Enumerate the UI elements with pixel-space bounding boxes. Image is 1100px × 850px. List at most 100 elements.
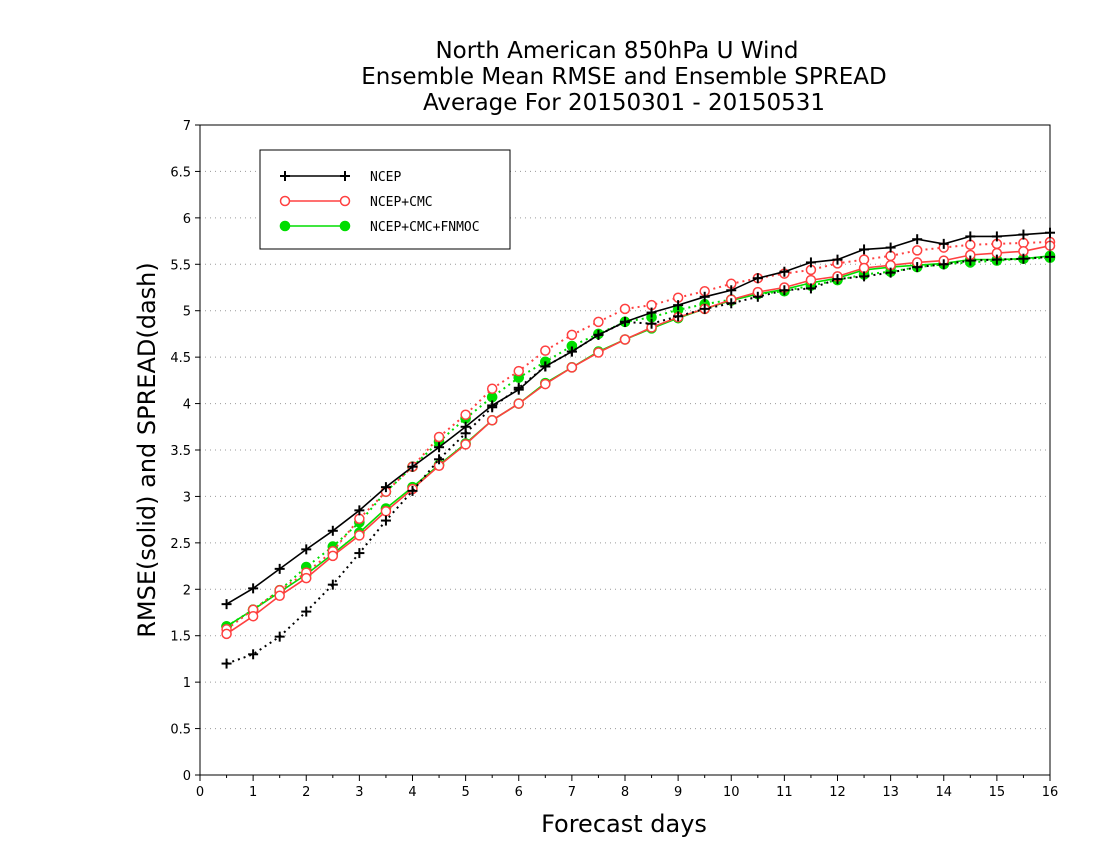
chart-title-line-1: North American 850hPa U Wind [435, 38, 798, 64]
ncep-cmc-rmse-point [354, 530, 365, 541]
ncep-cmc-rmse-point [274, 590, 285, 602]
x-tick-label: 13 [882, 785, 899, 800]
y-tick-label: 3 [183, 490, 191, 505]
ncep-rmse-point [460, 421, 471, 432]
ncep-rmse-point [991, 231, 1002, 242]
x-tick-label: 16 [1042, 785, 1059, 800]
ncep-cmc-spread-point [460, 409, 471, 420]
x-tick-label: 1 [249, 785, 257, 800]
ncep-spread-point [407, 485, 418, 496]
ncep-rmse-point [593, 329, 604, 340]
legend-marker [339, 220, 351, 232]
ncep-rmse-point [805, 257, 816, 268]
ncep-rmse-point [859, 244, 870, 255]
ncep-cmc-spread-point [566, 329, 578, 341]
ncep-spread-markers [221, 251, 1055, 669]
ncep-rmse-point [487, 400, 498, 411]
ncep-spread-point [699, 303, 710, 314]
chart-title-line-2: Ensemble Mean RMSE and Ensemble SPREAD [361, 64, 886, 90]
y-tick-label: 0 [183, 769, 191, 784]
ncep-spread-point [274, 631, 285, 642]
ncep-cmc-rmse-point [619, 334, 631, 345]
legend-marker [339, 195, 351, 207]
ncep-spread-point [248, 649, 259, 660]
ncep-spread-point [327, 579, 338, 590]
ncep-rmse-point [566, 346, 577, 357]
x-tick-label: 6 [515, 785, 523, 800]
ncep-rmse-point [620, 316, 630, 327]
ncep-cmc-rmse-point [540, 378, 551, 390]
ncep-rmse-point [885, 242, 896, 253]
ncep-spread-point [1018, 253, 1029, 264]
ncep-rmse-point [699, 291, 710, 302]
ncep-spread-point [434, 454, 445, 465]
ncep-rmse-point [221, 599, 232, 610]
x-tick-label: 7 [568, 785, 576, 800]
ncep-spread-point [646, 318, 657, 329]
ncep-cmc-spread-line [226, 241, 1051, 631]
ncep-spread-point [673, 311, 684, 322]
ncep-cmc-spread-point [540, 345, 551, 356]
ncep-spread-point [380, 515, 391, 526]
x-tick-label: 11 [776, 785, 793, 800]
y-tick-label: 5 [183, 305, 191, 320]
ncep-rmse-point [646, 307, 657, 318]
ncep-spread-point [938, 259, 949, 270]
ncep-spread-point [859, 271, 870, 282]
ncep-cmc-rmse-point [566, 362, 578, 373]
legend: NCEP NCEP+CMC NCEP+CMC+FNMOC [259, 149, 511, 250]
x-tick-label: 4 [408, 785, 416, 800]
ncep-cmc-fnmoc-spread-line [226, 256, 1051, 628]
ncep-cmc-rmse-markers [221, 240, 1056, 640]
ncep-cmc-spread-point [513, 365, 524, 377]
ncep-cmc-fnmoc-spread-markers [221, 252, 1056, 632]
ncep-cmc-spread-point [354, 513, 365, 524]
y-tick-label: 3.5 [170, 444, 191, 459]
y-tick-label: 4.5 [170, 351, 191, 366]
ncep-spread-point [912, 262, 923, 273]
x-tick-label: 0 [196, 785, 204, 800]
ncep-spread-point [832, 274, 843, 285]
x-tick-label: 12 [829, 785, 846, 800]
x-tick-label: 5 [461, 785, 469, 800]
legend-marker [280, 171, 290, 181]
y-tick-label: 2.5 [170, 537, 191, 552]
y-tick-label: 6.5 [170, 165, 191, 180]
ncep-rmse-point [434, 442, 445, 453]
ncep-rmse-point [407, 461, 418, 472]
x-tick-label: 9 [674, 785, 682, 800]
plot-series [221, 227, 1056, 669]
ncep-cmc-spread-point [885, 250, 896, 262]
ncep-rmse-point [832, 254, 843, 265]
ncep-rmse-point [673, 300, 684, 311]
y-tick-label: 4 [183, 398, 191, 413]
ncep-spread-point [805, 283, 816, 294]
legend-entry-ncep-cmc-fnmoc: NCEP+CMC+FNMOC [279, 220, 480, 235]
ncep-rmse-point [327, 525, 338, 536]
x-tick-label: 8 [621, 785, 629, 800]
ncep-cmc-rmse-point [221, 628, 232, 640]
ncep-rmse-point [380, 482, 391, 493]
ncep-cmc-spread-point [965, 239, 976, 251]
ncep-cmc-rmse-point [858, 262, 870, 274]
ncep-cmc-fnmoc-rmse-markers [221, 250, 1056, 632]
ncep-cmc-fnmoc-rmse-line [226, 255, 1051, 628]
ncep-spread-point [885, 267, 896, 278]
ncep-spread-point [301, 606, 312, 617]
legend-label: NCEP+CMC [370, 195, 433, 210]
ncep-rmse-point [354, 505, 365, 516]
legend-label: NCEP+CMC+FNMOC [370, 220, 480, 235]
legend-marker [340, 171, 350, 181]
y-tick-label: 2 [183, 583, 191, 598]
x-tick-label: 15 [989, 785, 1006, 800]
ncep-rmse-point [513, 384, 524, 395]
ncep-cmc-rmse-point [805, 274, 817, 286]
ncep-spread-point [965, 255, 976, 266]
ncep-rmse-point [274, 563, 285, 574]
axis-ticks: 00.511.522.533.544.555.566.570 1 2 3 4 5 6 7 8 9 1… [170, 119, 1058, 800]
ncep-cmc-spread-point [593, 316, 604, 328]
legend-marker [279, 220, 291, 232]
ncep-rmse-point [912, 234, 923, 245]
ncep-rmse-point [726, 285, 737, 296]
